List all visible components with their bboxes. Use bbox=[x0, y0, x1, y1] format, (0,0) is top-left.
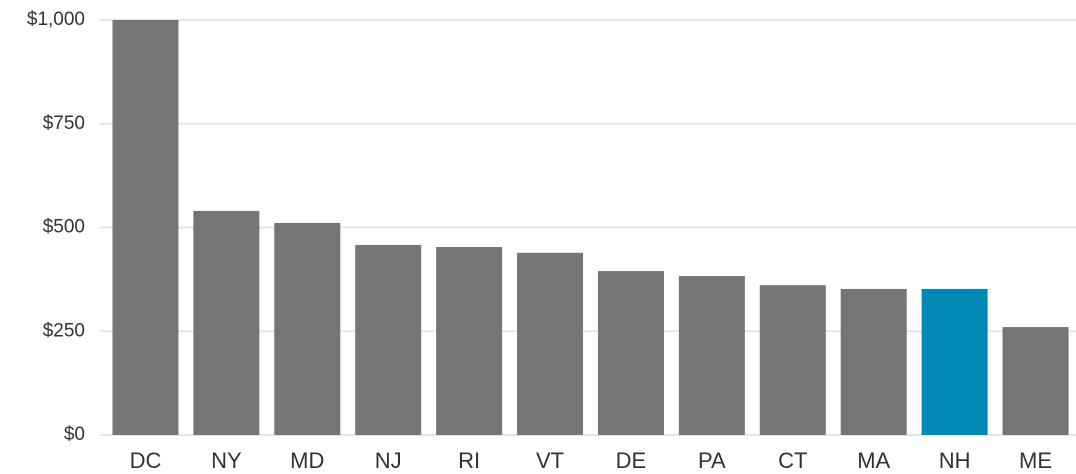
y-tick-label: $500 bbox=[43, 217, 85, 238]
bar bbox=[274, 222, 341, 435]
y-tick-label: $1,000 bbox=[27, 9, 85, 30]
x-tick-label: NH bbox=[939, 448, 971, 473]
bar bbox=[678, 276, 745, 435]
x-tick-label: RI bbox=[458, 448, 480, 473]
bar bbox=[517, 252, 584, 435]
bar bbox=[1002, 327, 1069, 435]
bar bbox=[759, 285, 826, 435]
bar bbox=[840, 288, 907, 435]
x-tick-label: NY bbox=[211, 448, 242, 473]
y-tick-label: $250 bbox=[43, 320, 85, 341]
x-tick-label: VT bbox=[536, 448, 564, 473]
x-tick-label: DE bbox=[616, 448, 647, 473]
x-tick-label: ME bbox=[1019, 448, 1052, 473]
y-tick-label: $0 bbox=[64, 424, 85, 445]
x-tick-label: PA bbox=[698, 448, 726, 473]
bar bbox=[436, 247, 503, 435]
bar bbox=[597, 271, 664, 435]
x-tick-label: MA bbox=[857, 448, 890, 473]
x-tick-label: NJ bbox=[375, 448, 402, 473]
bar bbox=[193, 210, 260, 435]
x-tick-label: MD bbox=[290, 448, 324, 473]
x-tick-label: DC bbox=[130, 448, 162, 473]
bar bbox=[355, 244, 422, 435]
x-tick-label: CT bbox=[778, 448, 807, 473]
y-tick-label: $750 bbox=[43, 113, 85, 134]
bar bbox=[921, 288, 988, 435]
bar bbox=[112, 20, 179, 435]
